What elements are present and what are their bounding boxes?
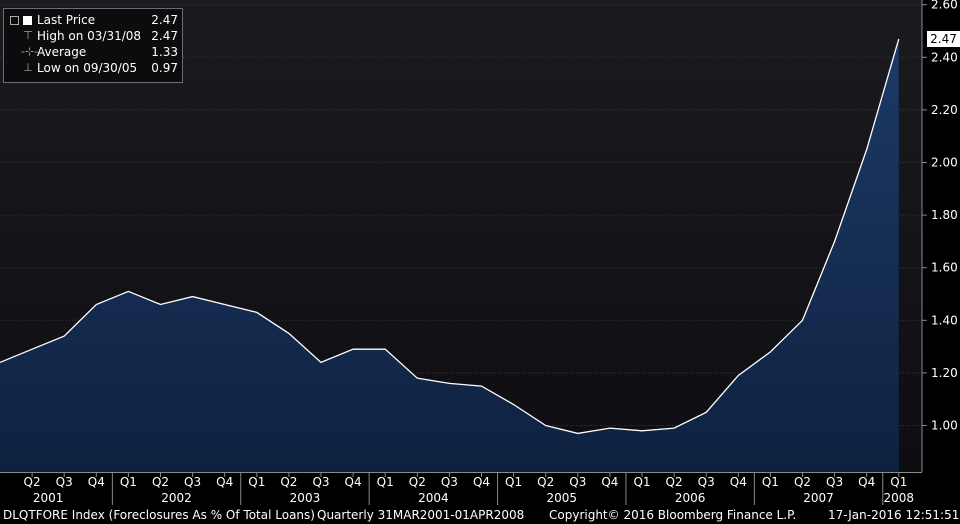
footer-timestamp: 17-Jan-2016 12:51:51	[828, 508, 960, 522]
footer-bar: DLQTFORE Index (Foreclosures As % Of Tot…	[0, 506, 960, 524]
series-area-fill	[0, 38, 899, 473]
legend-label: High on 03/31/08	[37, 29, 142, 43]
x-tick-label-quarter: Q1	[890, 475, 907, 489]
series-line	[0, 38, 900, 435]
x-tick-label-year: 2006	[675, 491, 706, 505]
y-tick-label: 1.40	[931, 313, 958, 327]
x-tick-label-year: 2005	[546, 491, 577, 505]
x-tick-label-year: 2001	[33, 491, 64, 505]
legend-value: 2.47	[151, 13, 178, 27]
x-axis-labels: Q2 Q3 Q4 Q1 Q2 Q3 Q4 Q1 Q2 Q3 Q4 Q1 Q2 Q3 Q4 Q1 Q2 Q3 Q4 Q1…	[24, 475, 915, 505]
y-tick-label: 1.00	[931, 419, 958, 433]
legend-label: Low on 09/30/05	[37, 61, 138, 75]
x-tick-label-quarter: Q2	[794, 475, 811, 489]
x-tick-label-quarter: Q3	[441, 475, 458, 489]
x-tick-label-quarter: Q4	[345, 475, 362, 489]
footer-ticker: DLQTFORE Index (Foreclosures As % Of Tot…	[3, 508, 315, 522]
x-tick-label-quarter: Q2	[409, 475, 426, 489]
legend-value: 0.97	[151, 61, 178, 75]
x-tick-label-quarter: Q4	[88, 475, 105, 489]
high-marker-icon: ⊤	[23, 29, 33, 42]
x-tick-label-quarter: Q3	[184, 475, 201, 489]
x-tick-label-year: 2007	[803, 491, 834, 505]
legend: Last Price 2.47 ⊤ High on 03/31/08 2.47 …	[3, 8, 183, 83]
collapse-toggle-icon[interactable]	[10, 16, 19, 25]
y-tick-label: 2.40	[931, 50, 958, 64]
footer-period: Quarterly 31MAR2001-01APR2008	[317, 508, 525, 522]
legend-row-average: -⊹- Average 1.33	[4, 44, 182, 60]
legend-label: Average	[37, 45, 87, 59]
x-tick-label-quarter: Q4	[601, 475, 618, 489]
x-tick-label-quarter: Q3	[312, 475, 329, 489]
y-axis-labels: 1.00 1.20 1.40 1.60 1.80 2.00 2.20 2.40 2.60	[922, 0, 958, 433]
x-tick-label-quarter: Q3	[698, 475, 715, 489]
x-tick-label-quarter: Q1	[762, 475, 779, 489]
x-tick-label-quarter: Q1	[505, 475, 522, 489]
x-tick-label-quarter: Q2	[666, 475, 683, 489]
average-marker-icon: -⊹-	[21, 45, 39, 58]
legend-value: 2.47	[151, 29, 178, 43]
x-tick-label-quarter: Q3	[826, 475, 843, 489]
legend-row-high: ⊤ High on 03/31/08 2.47	[4, 28, 182, 44]
x-tick-label-quarter: Q1	[377, 475, 394, 489]
x-tick-label-year: 2003	[290, 491, 321, 505]
x-tick-label-quarter: Q4	[730, 475, 747, 489]
x-tick-label-quarter: Q1	[120, 475, 137, 489]
y-tick-label: 2.60	[931, 0, 958, 12]
x-tick-label-quarter: Q4	[216, 475, 233, 489]
legend-label: Last Price	[37, 13, 96, 27]
y-tick-label: 2.20	[931, 103, 958, 117]
low-marker-icon: ⊥	[23, 61, 33, 74]
legend-row-low: ⊥ Low on 09/30/05 0.97	[4, 60, 182, 76]
x-tick-label-year: 2008	[884, 491, 915, 505]
last-price-marker: 2.47	[927, 31, 960, 47]
x-tick-label-quarter: Q4	[473, 475, 490, 489]
last-price-swatch	[23, 16, 32, 25]
y-tick-label: 1.60	[931, 261, 958, 275]
x-tick-label-quarter: Q2	[152, 475, 169, 489]
x-tick-label-quarter: Q3	[569, 475, 586, 489]
y-tick-label: 1.80	[931, 208, 958, 222]
x-tick-label-quarter: Q2	[24, 475, 41, 489]
x-tick-label-quarter: Q3	[56, 475, 73, 489]
x-tick-label-quarter: Q1	[633, 475, 650, 489]
x-tick-label-quarter: Q2	[537, 475, 554, 489]
legend-value: 1.33	[151, 45, 178, 59]
x-tick-label-quarter: Q4	[858, 475, 875, 489]
x-tick-label-quarter: Q2	[280, 475, 297, 489]
footer-copyright: Copyright© 2016 Bloomberg Finance L.P.	[549, 508, 797, 522]
x-tick-label-quarter: Q1	[248, 475, 265, 489]
x-tick-label-year: 2002	[161, 491, 192, 505]
legend-row-last-price: Last Price 2.47	[4, 12, 182, 28]
y-tick-label: 2.00	[931, 156, 958, 170]
x-tick-label-year: 2004	[418, 491, 449, 505]
y-tick-label: 1.20	[931, 366, 958, 380]
